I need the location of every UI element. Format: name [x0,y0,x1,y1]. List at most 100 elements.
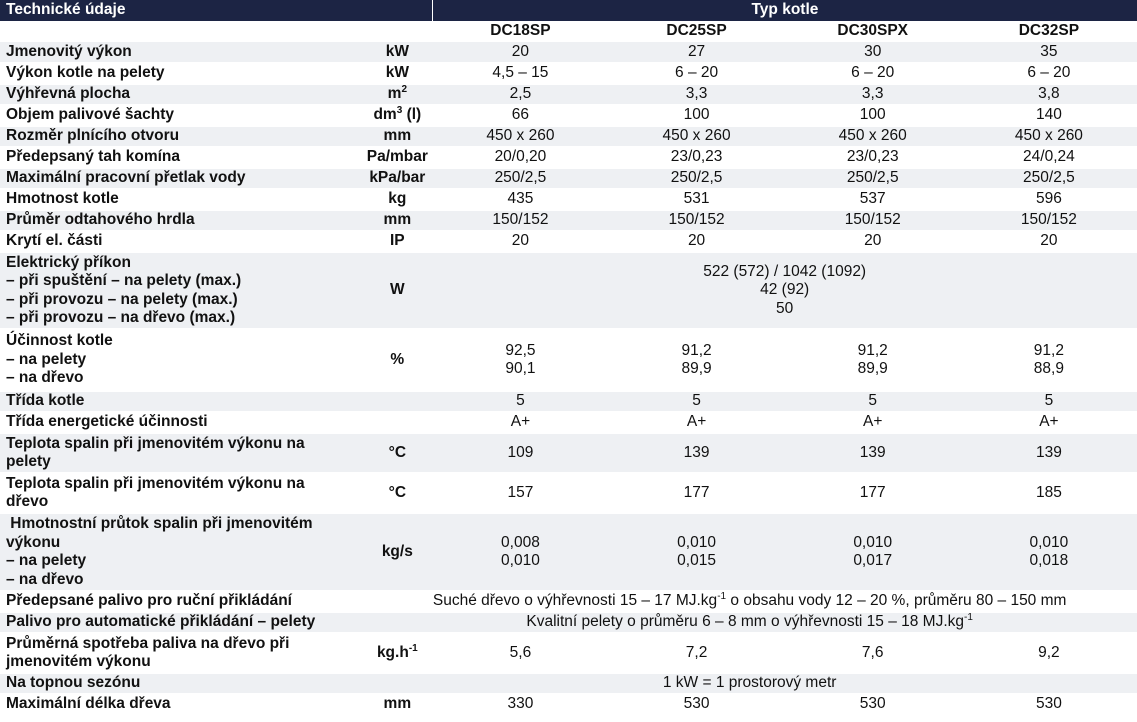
value-line: 88,9 [1033,360,1064,377]
cell-value: 530 [608,694,785,716]
row-unit: kg/s [362,513,433,592]
fuel-text: Kvalitní pelety o průměru 6 – 8 mm o výh… [526,613,965,631]
cell-value: 6 – 20 [784,63,961,85]
model-name: DC18SP [432,21,609,42]
label-line: – při spuštění – na pelety (max.) [6,272,242,289]
row-label: Třída kotle [0,391,363,413]
row-unit: kg [362,189,433,211]
row-label: Třída energetické účinnosti [0,412,363,434]
row-unit: mm [362,210,433,232]
table-row: Průměr odtahového hrdla mm 150/152 150/1… [0,210,1137,232]
cell-value: 20 [608,231,785,253]
merged-value-cell: Suché dřevo o výhřevnosti 15 – 17 MJ.kg-… [362,591,1137,613]
cell-value: 250/2,5 [608,168,785,190]
cell-value: 20/0,20 [432,147,609,169]
cell-value: 20 [960,231,1137,253]
cell-value: 23/0,23 [784,147,961,169]
cell-value: 7,6 [784,633,961,674]
cell-value: 9,2 [960,633,1137,674]
row-label: Předepsané palivo pro ruční přikládání [0,591,363,613]
cell-value: 150/152 [432,210,609,232]
table-row: Na topnou sezónu 1 kW = 1 prostorový met… [0,673,1137,695]
cell-value: 530 [784,694,961,716]
label-line: dřevo [6,493,49,510]
value-line: 0,010 [1029,533,1069,551]
table-row: Účinnost kotle – na pelety – na dřevo % … [0,329,1137,392]
row-unit: mm [362,694,433,716]
cell-value: 2,5 [432,84,609,106]
cell-value: 91,2 89,9 [608,329,785,392]
cell-value: 177 [784,473,961,514]
label-line: Teplota spalin při jmenovitém výkonu na [6,434,305,452]
cell-value: 20 [432,231,609,253]
row-unit: W [362,252,433,330]
cell-value: 0,010 0,015 [608,513,785,592]
label-line: pelety [6,453,51,470]
cell-value: 250/2,5 [432,168,609,190]
table-row: Hmotnost kotle kg 435 531 537 596 [0,189,1137,211]
row-label: Krytí el. části [0,231,363,253]
cell-value: 531 [608,189,785,211]
value-line: 0,017 [853,552,893,569]
cell-value: 140 [960,105,1137,127]
label-line: – na dřevo [6,570,84,588]
model-name: DC30SPX [784,21,961,42]
row-label: Palivo pro automatické přikládání – pele… [0,612,363,634]
row-unit [362,412,433,434]
cell-value: 537 [784,189,961,211]
table-row: Maximální délka dřeva mm 330 530 530 530 [0,694,1137,716]
cell-value: 5 [432,391,609,413]
cell-value: 0,008 0,010 [432,513,609,592]
table-row: Výhřevná plocha m2 2,5 3,3 3,3 3,8 [0,84,1137,106]
cell-value: 92,5 90,1 [432,329,609,392]
table-title: Technické údaje [0,0,433,21]
table-row: Teplota spalin při jmenovitém výkonu na … [0,473,1137,514]
label-line: – na dřevo [6,369,84,387]
unit-base: dm [373,106,397,124]
cell-value: 450 x 260 [784,126,961,148]
table-row: Elektrický příkon – při spuštění – na pe… [0,252,1137,330]
cell-value: A+ [608,412,785,434]
table-row: Předepsané palivo pro ruční přikládání S… [0,591,1137,613]
cell-value: 30 [784,42,961,64]
unit-superscript: -1 [964,612,973,624]
blank-cell [362,21,433,42]
row-label: Předepsaný tah komína [0,147,363,169]
cell-value: 7,2 [608,633,785,674]
cell-value: 66 [432,105,609,127]
cell-value: 35 [960,42,1137,64]
value-line: 0,010 [853,533,893,551]
row-label: Rozměr plnícího otvoru [0,126,363,148]
merged-value-cell: 1 kW = 1 prostorový metr [362,673,1137,695]
cell-value: 139 [784,433,961,474]
cell-value: 3,8 [960,84,1137,106]
cell-value: 0,010 0,018 [960,513,1137,592]
table-row: Rozměr plnícího otvoru mm 450 x 260 450 … [0,126,1137,148]
cell-value: 20 [784,231,961,253]
row-unit: kW [362,63,433,85]
row-label: Hmotnostní průtok spalin při jmenovitém … [0,513,363,592]
unit-superscript: -1 [408,642,418,654]
value-line: 522 (572) / 1042 (1092) [703,262,867,280]
model-name: DC32SP [960,21,1137,42]
cell-value: A+ [960,412,1137,434]
value-line: 92,5 [505,341,536,359]
row-unit: °C [362,433,433,474]
cell-value: 450 x 260 [432,126,609,148]
value-line: 0,008 [501,533,540,551]
cell-value: 157 [432,473,609,514]
label-line: – při provozu – na dřevo (max.) [6,309,236,326]
cell-value: 24/0,24 [960,147,1137,169]
table-row: Objem palivové šachty dm3 (l) 66 100 100… [0,105,1137,127]
row-unit: dm3 (l) [362,105,433,127]
table-header-row: Technické údaje Typ kotle [0,0,1137,21]
row-label: Průměr odtahového hrdla [0,210,363,232]
table-row: Třída energetické účinnosti A+ A+ A+ A+ [0,412,1137,434]
value-line: 90,1 [505,360,536,377]
cell-value: A+ [784,412,961,434]
cell-value: 100 [784,105,961,127]
model-name: DC25SP [608,21,785,42]
label-line: Elektrický příkon [6,253,131,271]
unit-tail: (l) [402,106,422,124]
